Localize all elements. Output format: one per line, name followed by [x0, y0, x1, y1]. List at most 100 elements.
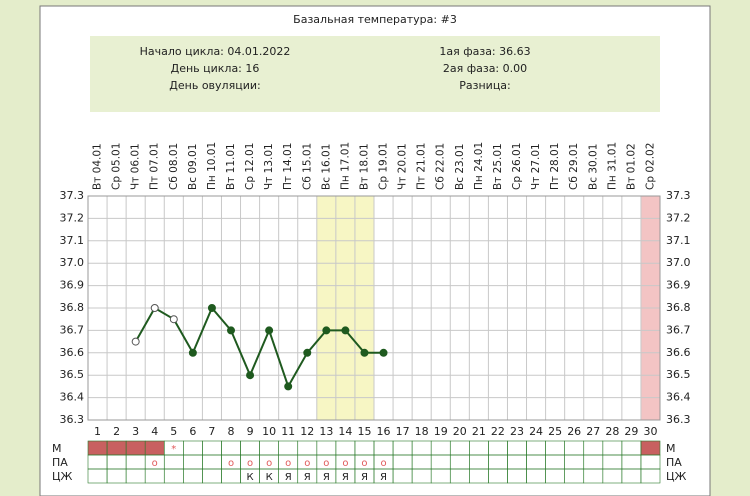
day-number: 24	[529, 425, 543, 438]
day-number: 12	[300, 425, 314, 438]
info-text: День цикла: 16	[171, 62, 260, 75]
date-label: Вс 30.01	[587, 144, 599, 190]
y-tick-label: 36.4	[60, 391, 85, 404]
point	[246, 371, 255, 380]
info-text: 1ая фаза: 36.63	[439, 45, 530, 58]
day-number: 17	[396, 425, 410, 438]
row-label: ЦЖ	[666, 470, 687, 483]
date-label: Пт 21.01	[416, 143, 428, 190]
row-fill	[126, 441, 146, 455]
y-tick-label: 37.3	[60, 189, 85, 202]
date-label: Пт 07.01	[149, 143, 161, 190]
date-label: Сб 15.01	[301, 143, 313, 190]
y-tick-label: 37.2	[60, 211, 85, 224]
y-tick-label: 36.6	[60, 346, 85, 359]
date-label: Чт 20.01	[397, 143, 409, 190]
day-number: 22	[491, 425, 505, 438]
y-tick-label: 37.3	[666, 189, 691, 202]
row-mark: К	[266, 472, 273, 483]
row-label: М	[52, 442, 62, 455]
date-label: Вт 25.01	[492, 143, 504, 190]
date-label: Пн 31.01	[606, 142, 618, 190]
date-label: Вт 01.02	[625, 143, 637, 190]
row-label: ЦЖ	[52, 470, 73, 483]
point	[284, 382, 293, 391]
day-number: 7	[208, 425, 215, 438]
row-fill	[640, 441, 660, 455]
date-label: Сб 08.01	[168, 143, 180, 190]
y-tick-label: 36.3	[60, 413, 85, 426]
day-number: 14	[338, 425, 352, 438]
point	[360, 348, 369, 357]
day-number: 26	[567, 425, 581, 438]
point	[169, 315, 178, 324]
date-label: Вт 11.01	[225, 143, 237, 190]
row-mark: o	[323, 458, 329, 469]
day-number: 15	[357, 425, 371, 438]
row-mark: Я	[304, 472, 311, 483]
day-number: 21	[472, 425, 486, 438]
day-number: 28	[605, 425, 619, 438]
point	[227, 326, 235, 335]
y-tick-label: 36.8	[60, 301, 85, 314]
point	[265, 326, 274, 335]
row-mark: Я	[323, 472, 330, 483]
date-label: Вт 04.01	[92, 143, 104, 190]
y-tick-label: 37.2	[666, 211, 691, 224]
day-number: 4	[151, 425, 158, 438]
date-label: Ср 02.02	[644, 143, 656, 190]
y-tick-label: 36.4	[666, 391, 691, 404]
row-mark: o	[285, 458, 291, 469]
date-label: Вт 18.01	[358, 143, 370, 190]
y-tick-label: 36.5	[60, 368, 85, 381]
date-label: Сб 22.01	[435, 143, 447, 190]
day-number: 16	[377, 425, 391, 438]
point	[303, 348, 312, 357]
date-label: Вс 23.01	[454, 144, 466, 190]
date-label: Сб 29.01	[568, 143, 580, 190]
y-tick-label: 37.0	[60, 256, 85, 269]
day-number: 10	[262, 425, 276, 438]
day-number: 3	[132, 425, 139, 438]
date-label: Чт 06.01	[130, 143, 142, 190]
day-number: 6	[189, 425, 196, 438]
day-number: 9	[247, 425, 254, 438]
date-label: Пн 17.01	[339, 142, 351, 190]
row-mark: o	[152, 458, 158, 469]
day-number: 30	[643, 425, 657, 438]
day-number: 29	[624, 425, 638, 438]
date-label: Чт 27.01	[530, 143, 542, 190]
row-cell	[640, 468, 661, 484]
day-number: 13	[319, 425, 333, 438]
row-mark: o	[380, 458, 386, 469]
point	[322, 326, 331, 335]
y-tick-label: 36.6	[666, 346, 691, 359]
day-number: 8	[228, 425, 235, 438]
y-tick-label: 37.1	[666, 234, 691, 247]
row-label: ПА	[666, 456, 682, 469]
day-number: 1	[94, 425, 101, 438]
row-mark: Я	[342, 472, 349, 483]
row-fill	[88, 441, 108, 455]
date-label: Пт 28.01	[549, 143, 561, 190]
row-mark: o	[247, 458, 253, 469]
point	[207, 304, 216, 312]
day-number: 2	[113, 425, 120, 438]
date-label: Чт 13.01	[263, 143, 275, 190]
date-label: Ср 26.01	[511, 143, 523, 190]
y-tick-label: 36.7	[60, 323, 85, 336]
day-number: 19	[434, 425, 448, 438]
day-number: 5	[170, 425, 177, 438]
day-number: 18	[415, 425, 429, 438]
date-label: Ср 19.01	[378, 143, 390, 190]
point	[131, 337, 140, 346]
y-tick-label: 36.9	[60, 279, 85, 292]
date-label: Ср 12.01	[244, 143, 256, 190]
info-text: Начало цикла: 04.01.2022	[140, 45, 291, 58]
y-tick-label: 36.8	[666, 301, 691, 314]
point	[188, 348, 197, 357]
row-label: ПА	[52, 456, 68, 469]
row-mark: К	[247, 472, 254, 483]
row-fill	[107, 441, 127, 455]
info-text: Разница:	[459, 79, 511, 92]
